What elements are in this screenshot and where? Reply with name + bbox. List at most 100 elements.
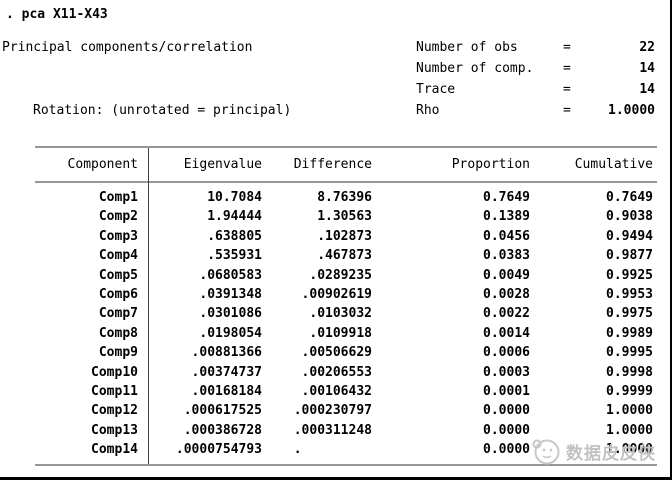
eigenvalue-cell: .0301086 [199, 306, 262, 322]
difference-cell: .102873 [317, 228, 372, 244]
cumulative-cell: 0.9975 [606, 306, 653, 322]
difference-cell: .00506629 [301, 345, 372, 361]
difference-cell: .000230797 [293, 403, 372, 419]
column-header-cumulative: Cumulative [574, 157, 653, 172]
proportion-cell: 0.0003 [483, 364, 530, 380]
cumulative-cell: 0.9998 [606, 364, 653, 380]
eigenvalue-cell: .638805 [207, 228, 262, 244]
stat-label-rho: Rho [416, 103, 440, 118]
stat-equals-sign: = [563, 103, 571, 118]
proportion-cell: 0.1389 [483, 209, 530, 225]
cumulative-cell: 1.0000 [606, 422, 653, 438]
component-cell: Comp3 [98, 228, 138, 244]
table-row: Comp1 10.7084 8.76396 0.7649 0.7649 [35, 188, 657, 207]
proportion-cell: 0.0028 [483, 286, 530, 302]
table-row: Comp14 .0000754793. 0.0000 1.0000 [35, 440, 657, 459]
cumulative-cell: 0.9953 [606, 286, 653, 302]
component-cell: Comp14 [91, 442, 138, 458]
component-cell: Comp13 [91, 422, 138, 438]
stat-equals-sign: = [563, 82, 571, 97]
eigenvalue-cell: .535931 [207, 248, 262, 264]
eigenvalue-cell: .0000754793 [175, 442, 262, 458]
eigenvalue-cell: .0391348 [199, 286, 262, 302]
proportion-cell: 0.0006 [483, 345, 530, 361]
stat-value-number-of-obs: 22 [639, 40, 655, 55]
difference-cell: 1.30563 [317, 209, 372, 225]
eigenvalue-cell: .0198054 [199, 325, 262, 341]
proportion-cell: 0.0000 [483, 403, 530, 419]
proportion-cell: 0.0000 [483, 422, 530, 438]
table-row: Comp7 .0301086 .0103032 0.0022 0.9975 [35, 304, 657, 323]
cumulative-cell: 0.9989 [606, 325, 653, 341]
proportion-cell: 0.0383 [483, 248, 530, 264]
eigenvalue-cell: 10.7084 [207, 190, 262, 205]
component-cell: Comp4 [98, 248, 138, 264]
stat-label-trace: Trace [416, 82, 456, 97]
component-cell: Comp8 [98, 325, 138, 341]
component-cell: Comp11 [91, 383, 138, 399]
column-header-component: Component [67, 157, 138, 172]
table-row: Comp9 .00881366 .00506629 0.0006 0.9995 [35, 343, 657, 362]
component-cell: Comp2 [98, 209, 138, 225]
component-cell: Comp10 [91, 364, 138, 380]
table-row: Comp4 .535931 .467873 0.0383 0.9877 [35, 246, 657, 265]
table-row: Comp6 .0391348 .00902619 0.0028 0.9953 [35, 285, 657, 304]
table-row: Comp5 .0680583 .0289235 0.0049 0.9925 [35, 266, 657, 285]
difference-cell: . [293, 442, 372, 458]
proportion-cell: 0.0049 [483, 267, 530, 283]
component-cell: Comp1 [98, 190, 138, 205]
difference-cell: .0289235 [309, 267, 372, 283]
column-header-eigenvalue: Eigenvalue [183, 157, 262, 172]
table-row: Comp11 .00168184 .00106432 0.0001 0.9999 [35, 382, 657, 401]
column-header-proportion: Proportion [451, 157, 530, 172]
component-cell: Comp7 [98, 306, 138, 322]
proportion-cell: 0.0001 [483, 383, 530, 399]
stat-value-number-of-comp: 14 [639, 61, 655, 76]
difference-cell: .00206553 [301, 364, 372, 380]
rotation-line: Rotation: (unrotated = principal) [33, 103, 292, 118]
stat-equals-sign: = [563, 61, 571, 76]
stat-label-number-of-obs: Number of obs [416, 40, 518, 55]
proportion-cell: 0.0022 [483, 306, 530, 322]
cumulative-cell: 0.9877 [606, 248, 653, 264]
output-title: Principal components/correlation [2, 40, 253, 55]
cumulative-cell: 0.9038 [606, 209, 653, 225]
component-cell: Comp12 [91, 403, 138, 419]
cumulative-cell: 1.0000 [606, 403, 653, 419]
eigenvalue-cell: .000617525 [183, 403, 262, 419]
eigenvalue-cell: .000386728 [183, 422, 262, 438]
difference-cell: .467873 [317, 248, 372, 264]
component-cell: Comp9 [98, 345, 138, 361]
table-row: Comp3 .638805 .102873 0.0456 0.9494 [35, 227, 657, 246]
cumulative-cell: 0.9999 [606, 383, 653, 399]
cumulative-cell: 0.9995 [606, 345, 653, 361]
table-row: Comp2 1.94444 1.30563 0.1389 0.9038 [35, 207, 657, 226]
pca-results-table: Component Eigenvalue Difference Proporti… [35, 146, 657, 467]
stat-value-rho: 1.0000 [608, 103, 655, 118]
component-cell: Comp5 [98, 267, 138, 283]
stat-value-trace: 14 [639, 82, 655, 97]
proportion-cell: 0.0014 [483, 325, 530, 341]
cumulative-cell: 0.9494 [606, 228, 653, 244]
difference-cell: .00902619 [301, 286, 372, 302]
eigenvalue-cell: .00374737 [191, 364, 262, 380]
difference-cell: 8.76396 [317, 190, 372, 205]
difference-cell: .00106432 [301, 383, 372, 399]
proportion-cell: 0.0456 [483, 228, 530, 244]
eigenvalue-cell: .0680583 [199, 267, 262, 283]
difference-cell: .0109918 [309, 325, 372, 341]
table-row: Comp10 .00374737 .00206553 0.0003 0.9998 [35, 363, 657, 382]
column-header-difference: Difference [293, 157, 372, 172]
table-header-row: Component Eigenvalue Difference Proporti… [35, 148, 657, 183]
stat-equals-sign: = [563, 40, 571, 55]
table-row: Comp8 .0198054 .0109918 0.0014 0.9989 [35, 324, 657, 343]
eigenvalue-cell: 1.94444 [207, 209, 262, 225]
difference-cell: .0103032 [309, 306, 372, 322]
eigenvalue-cell: .00168184 [191, 383, 262, 399]
eigenvalue-cell: .00881366 [191, 345, 262, 361]
proportion-cell: 0.7649 [483, 190, 530, 205]
table-row: Comp12 .000617525 .000230797 0.0000 1.0000 [35, 401, 657, 420]
proportion-cell: 0.0000 [483, 442, 530, 458]
difference-cell: .000311248 [293, 422, 372, 438]
